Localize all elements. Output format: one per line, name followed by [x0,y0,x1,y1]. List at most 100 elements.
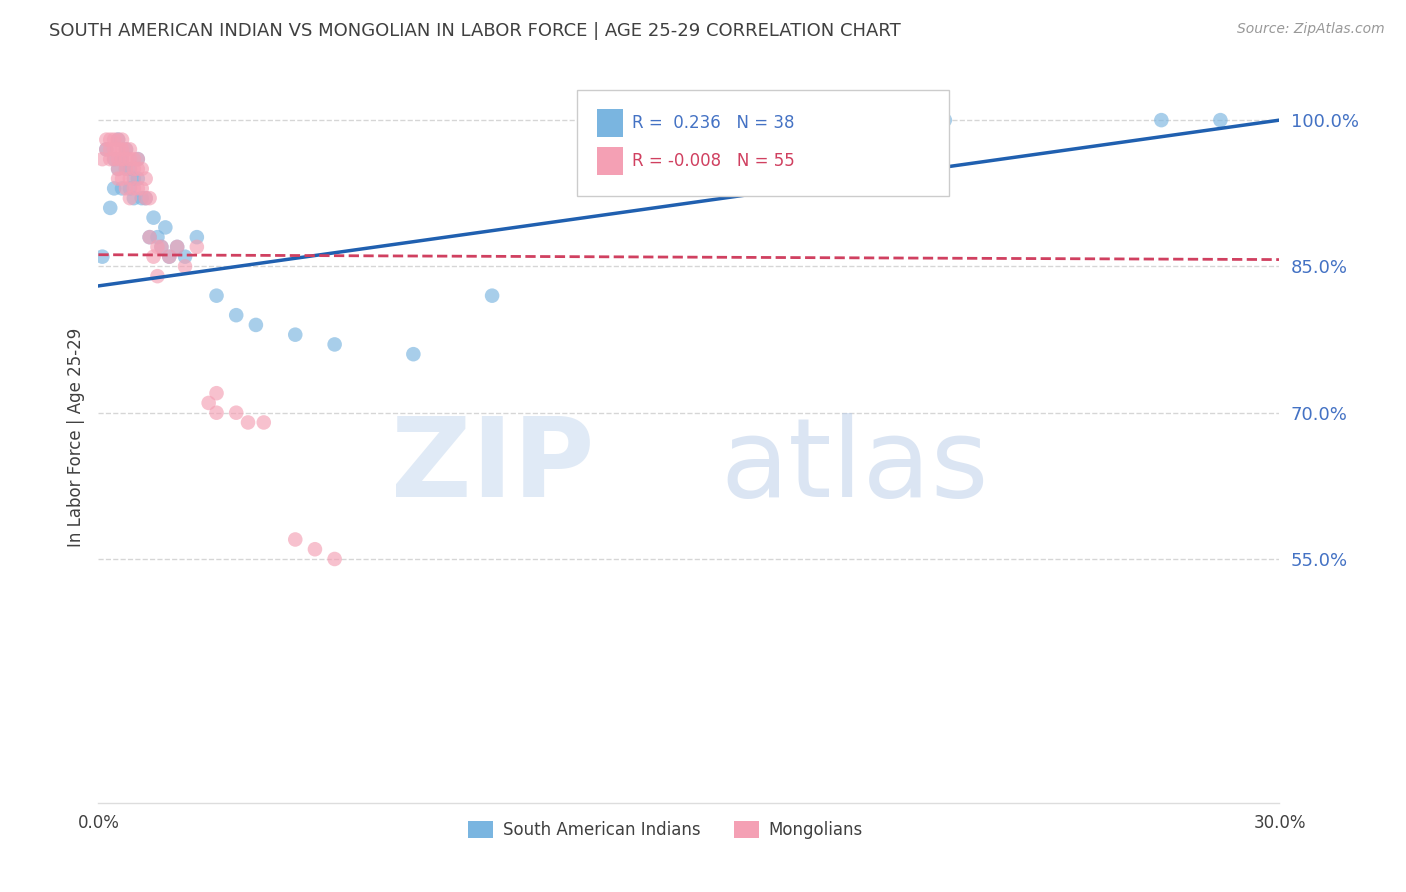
FancyBboxPatch shape [576,90,949,195]
Text: R = -0.008   N = 55: R = -0.008 N = 55 [633,153,794,170]
Point [118,171,141,186]
Point [115,161,138,176]
Point [127,161,149,176]
Point [284,533,307,547]
Point [107,161,129,176]
Point [107,171,129,186]
Point [127,152,149,166]
Point [122,152,145,166]
Point [115,161,138,176]
Point [186,230,208,244]
Point [138,230,160,244]
Point [323,337,346,351]
Point [96,142,118,156]
Point [118,161,141,176]
Point [142,211,165,225]
Point [115,181,138,195]
Point [111,152,134,166]
Point [1209,113,1232,128]
Point [118,142,141,156]
Point [103,152,125,166]
Point [111,142,134,156]
Point [197,396,219,410]
Point [103,133,125,147]
Point [98,201,121,215]
Point [122,161,145,176]
Point [142,250,165,264]
Point [115,142,138,156]
Point [481,288,503,302]
Point [186,240,208,254]
Point [107,133,129,147]
Point [131,181,153,195]
Point [323,552,346,566]
Point [118,181,141,195]
Point [135,191,157,205]
Point [205,288,228,302]
Point [111,152,134,166]
Point [225,406,247,420]
Point [103,181,125,195]
Point [934,113,956,128]
Point [245,318,267,332]
Point [118,191,141,205]
Point [107,152,129,166]
Point [127,171,149,186]
Point [127,152,149,166]
Point [107,142,129,156]
Point [107,133,129,147]
Point [107,161,129,176]
Point [138,230,160,244]
Point [146,240,169,254]
Point [115,142,138,156]
Point [236,416,259,430]
Point [103,152,125,166]
Point [118,152,141,166]
Point [205,386,228,401]
Point [155,220,177,235]
Point [111,133,134,147]
Point [122,181,145,195]
Point [146,269,169,284]
Point [135,191,157,205]
Text: Source: ZipAtlas.com: Source: ZipAtlas.com [1237,22,1385,37]
Point [103,142,125,156]
Point [304,542,326,557]
Point [166,240,188,254]
Text: R =  0.236   N = 38: R = 0.236 N = 38 [633,114,794,132]
Point [138,191,160,205]
Point [253,416,276,430]
Point [225,308,247,322]
Text: atlas: atlas [720,413,988,520]
Point [135,171,157,186]
Point [131,161,153,176]
Point [122,171,145,186]
Point [150,240,173,254]
Point [284,327,307,342]
Point [115,152,138,166]
Bar [596,147,623,175]
Point [127,181,149,195]
Text: SOUTH AMERICAN INDIAN VS MONGOLIAN IN LABOR FORCE | AGE 25-29 CORRELATION CHART: SOUTH AMERICAN INDIAN VS MONGOLIAN IN LA… [49,22,901,40]
Point [96,133,118,147]
Point [91,250,114,264]
Point [1150,113,1173,128]
Point [111,181,134,195]
Point [150,240,173,254]
Point [174,250,197,264]
Point [146,230,169,244]
Point [157,250,180,264]
Point [157,250,180,264]
Point [122,191,145,205]
Bar [596,110,623,137]
Legend: South American Indians, Mongolians: South American Indians, Mongolians [461,814,869,846]
Point [131,191,153,205]
Text: ZIP: ZIP [391,413,595,520]
Y-axis label: In Labor Force | Age 25-29: In Labor Force | Age 25-29 [66,327,84,547]
Point [98,133,121,147]
Point [111,171,134,186]
Point [98,152,121,166]
Point [98,142,121,156]
Point [91,152,114,166]
Point [166,240,188,254]
